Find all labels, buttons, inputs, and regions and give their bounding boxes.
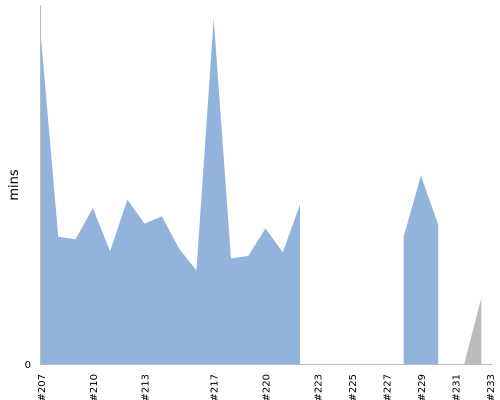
plot-area [41, 18, 482, 365]
failed-build-area-1 [464, 298, 482, 364]
x-tick-label: #229 [417, 374, 428, 400]
series-area-0 [41, 18, 301, 365]
x-tick-label: #223 [313, 374, 324, 400]
x-tick-label: #207 [37, 374, 48, 400]
x-tick-labels: #207 #210 #213 #217 #220 #223 #225 #227 #229 #231… [37, 374, 497, 400]
x-tick-label: #217 [210, 374, 221, 400]
y-axis-label: mins [7, 169, 22, 201]
y-tick-labels: 0 [25, 360, 31, 371]
y-tick-label: 0 [25, 360, 31, 371]
x-tick-label: #233 [486, 374, 497, 400]
x-tick-label: #220 [262, 374, 273, 400]
x-tick-label: #213 [141, 374, 152, 400]
series-area-1 [403, 175, 439, 364]
x-tick-label: #225 [348, 374, 359, 400]
x-tick-label: #210 [89, 374, 100, 400]
x-tick-label: #231 [451, 374, 462, 400]
x-tick-label: #227 [382, 374, 393, 400]
